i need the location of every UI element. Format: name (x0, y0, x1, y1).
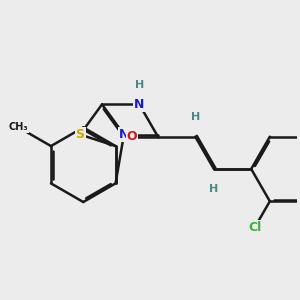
Text: H: H (209, 184, 218, 194)
Text: N: N (119, 128, 129, 141)
Text: S: S (76, 128, 85, 141)
Text: CH₃: CH₃ (9, 122, 28, 132)
Text: N: N (134, 98, 145, 111)
Text: Cl: Cl (248, 220, 262, 234)
Text: H: H (135, 80, 144, 90)
Text: O: O (127, 130, 137, 143)
Text: H: H (190, 112, 200, 122)
